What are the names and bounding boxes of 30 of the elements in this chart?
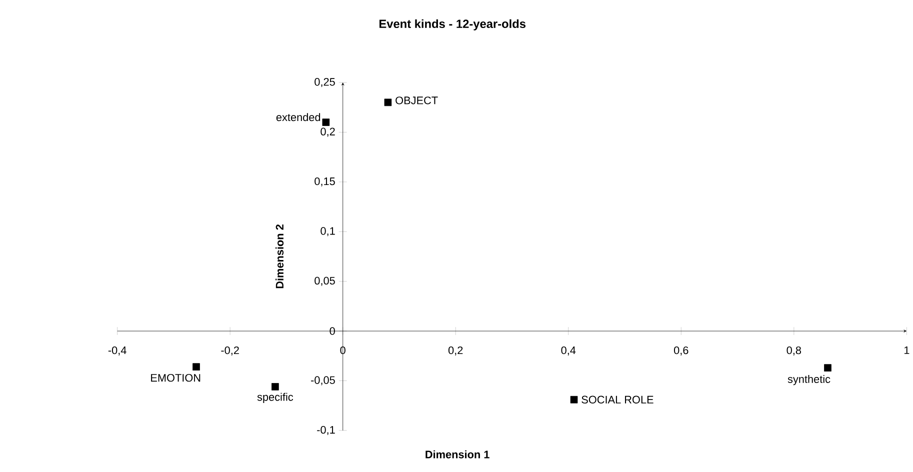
x-tick-label: 0,4 xyxy=(561,346,576,356)
x-tick-label: -0,4 xyxy=(108,346,126,356)
x-axis-title: Dimension 1 xyxy=(426,450,490,458)
y-axis-title: Dimension 2 xyxy=(276,224,284,288)
y-tick-label: -0,1 xyxy=(317,426,335,435)
annotation: EMOTION xyxy=(151,374,200,382)
y-tick-label: 0,05 xyxy=(314,276,335,286)
x-tick-label: 1 xyxy=(904,346,910,354)
y-tick-label: 0 xyxy=(330,327,335,335)
x-tick-label: -0,2 xyxy=(221,346,239,356)
y-tick-label: -0,05 xyxy=(311,376,335,386)
point xyxy=(384,98,392,106)
point xyxy=(824,364,832,372)
x-tick-label: 0,8 xyxy=(786,346,801,356)
y-tick-label: 0,1 xyxy=(320,227,335,236)
x-tick-label: 0,6 xyxy=(674,346,688,356)
y-tick-label: 0,15 xyxy=(314,177,335,186)
chart-title: Event kinds - 12-year-olds xyxy=(379,19,526,30)
annotation: SOCIAL ROLE xyxy=(582,396,654,404)
annotation: specific xyxy=(257,392,294,403)
point xyxy=(322,118,330,126)
x-tick-label: 0,2 xyxy=(448,346,463,356)
annotation: OBJECT xyxy=(396,96,438,104)
y-tick-label: 0,2 xyxy=(320,128,335,137)
y-tick-label: 0,25 xyxy=(314,78,335,87)
point xyxy=(192,363,200,370)
point xyxy=(570,396,578,404)
annotation: synthetic xyxy=(788,374,830,385)
annotation: extended xyxy=(276,112,320,121)
point xyxy=(272,382,279,390)
